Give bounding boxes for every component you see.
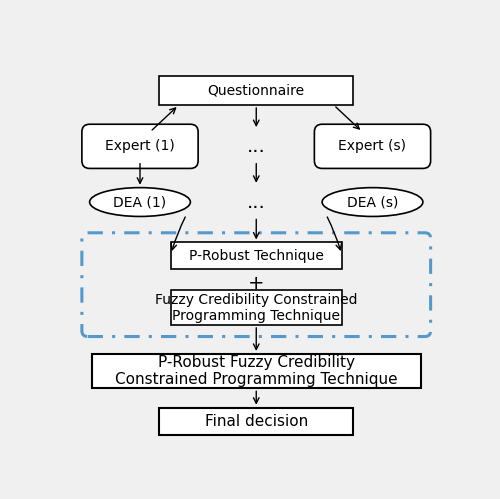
FancyBboxPatch shape — [314, 124, 430, 169]
FancyBboxPatch shape — [171, 243, 342, 269]
Text: ...: ... — [247, 137, 266, 156]
Text: Questionnaire: Questionnaire — [208, 84, 305, 98]
Text: +: + — [248, 274, 264, 293]
Ellipse shape — [90, 188, 190, 217]
Ellipse shape — [322, 188, 423, 217]
FancyBboxPatch shape — [160, 408, 353, 435]
Text: Final decision: Final decision — [204, 414, 308, 429]
Text: ...: ... — [247, 193, 266, 212]
Text: Expert (s): Expert (s) — [338, 139, 406, 153]
FancyBboxPatch shape — [92, 354, 421, 388]
FancyBboxPatch shape — [171, 290, 342, 325]
Text: DEA (1): DEA (1) — [114, 195, 166, 209]
FancyBboxPatch shape — [160, 76, 353, 105]
Text: P-Robust Fuzzy Credibility
Constrained Programming Technique: P-Robust Fuzzy Credibility Constrained P… — [115, 355, 398, 387]
Text: Expert (1): Expert (1) — [105, 139, 175, 153]
FancyBboxPatch shape — [82, 124, 198, 169]
Text: DEA (s): DEA (s) — [347, 195, 398, 209]
Text: Fuzzy Credibility Constrained
Programming Technique: Fuzzy Credibility Constrained Programmin… — [155, 292, 358, 323]
Text: P-Robust Technique: P-Robust Technique — [189, 249, 324, 263]
